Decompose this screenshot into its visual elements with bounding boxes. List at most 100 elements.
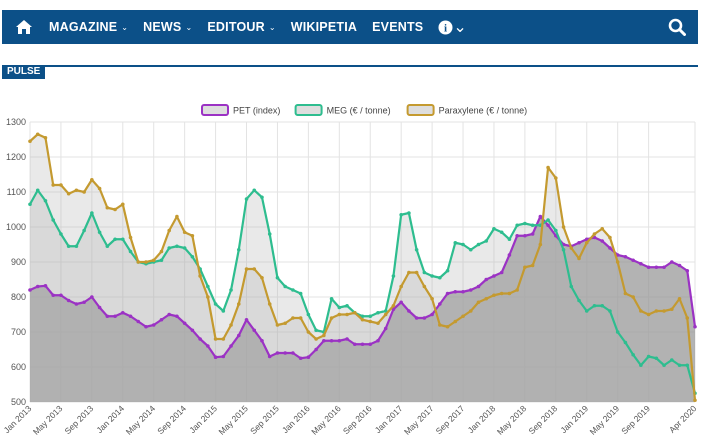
data-point	[577, 240, 581, 245]
data-point	[90, 177, 94, 182]
x-tick-label: Sep 2014	[155, 403, 188, 436]
data-point	[43, 135, 48, 140]
data-point	[105, 314, 110, 319]
y-tick-label: 1300	[6, 117, 26, 127]
data-point	[113, 207, 117, 212]
data-point	[298, 291, 303, 296]
data-point	[322, 338, 326, 343]
data-point	[608, 246, 612, 250]
x-tick-label: Jan 2016	[280, 403, 312, 435]
data-point	[407, 270, 411, 275]
data-point	[492, 293, 496, 298]
data-point	[468, 288, 473, 292]
data-point	[391, 303, 396, 308]
data-point	[639, 363, 643, 368]
y-tick-label: 1000	[6, 222, 26, 232]
data-point	[615, 260, 620, 264]
data-point	[298, 316, 303, 320]
data-point	[383, 326, 388, 331]
data-point	[175, 214, 179, 219]
data-point	[175, 314, 179, 319]
data-point	[43, 198, 48, 203]
data-point	[438, 275, 442, 280]
data-point	[693, 324, 697, 329]
data-point	[592, 232, 597, 236]
section-tab-pulse[interactable]: PULSE	[2, 65, 46, 79]
data-point	[492, 274, 496, 278]
data-point	[670, 307, 674, 312]
search-button[interactable]	[668, 18, 686, 36]
data-point	[414, 270, 419, 275]
nav-label-events: EVENTS	[372, 20, 424, 34]
data-point	[213, 302, 218, 306]
data-point	[221, 354, 226, 359]
data-point	[236, 302, 241, 306]
data-point	[82, 190, 86, 194]
x-tick-label: Jan 2017	[373, 403, 405, 435]
data-point	[546, 223, 550, 228]
data-point	[507, 253, 512, 257]
data-point	[368, 314, 373, 319]
nav-item-news[interactable]: NEWS ⌄	[143, 20, 192, 34]
data-point	[291, 351, 295, 355]
data-point	[631, 352, 635, 357]
data-point	[561, 225, 566, 229]
data-point	[360, 317, 365, 322]
data-point	[144, 260, 148, 264]
data-point	[190, 233, 195, 238]
data-point	[368, 342, 373, 347]
data-point	[206, 344, 210, 348]
data-point	[120, 237, 125, 242]
data-point	[190, 328, 195, 333]
data-point	[120, 310, 125, 315]
data-point	[113, 237, 117, 242]
data-point	[461, 242, 465, 247]
data-point	[623, 340, 628, 345]
data-point	[538, 214, 543, 219]
data-point	[206, 284, 210, 289]
data-point	[654, 309, 659, 313]
data-point	[267, 232, 272, 236]
data-point	[128, 235, 133, 240]
data-point	[438, 323, 442, 327]
nav-item-editour[interactable]: EDITOUR ⌄	[207, 20, 275, 34]
data-point	[322, 333, 326, 338]
x-tick-label: Jan 2019	[558, 403, 590, 435]
data-point	[159, 317, 164, 322]
nav-item-magazine[interactable]: MAGAZINE ⌄	[49, 20, 128, 34]
data-point	[584, 309, 589, 313]
data-point	[136, 260, 141, 264]
data-point	[685, 316, 690, 320]
data-point	[391, 274, 396, 278]
data-point	[144, 324, 148, 329]
data-point	[430, 312, 434, 317]
data-point	[291, 316, 295, 320]
x-tick-label: Jan 2014	[94, 403, 126, 435]
data-point	[538, 242, 543, 247]
home-link[interactable]	[14, 10, 34, 44]
data-point	[329, 316, 334, 320]
data-point	[368, 319, 373, 324]
data-point	[90, 295, 94, 299]
y-tick-label: 1200	[6, 152, 26, 162]
y-tick-label: 1100	[7, 187, 26, 197]
data-point	[631, 295, 635, 299]
data-point	[283, 351, 287, 355]
data-point	[523, 221, 527, 226]
nav-item-events[interactable]: EVENTS	[372, 20, 423, 34]
data-point	[90, 211, 94, 215]
data-point	[646, 265, 651, 270]
data-point	[59, 232, 63, 236]
data-point	[438, 302, 442, 306]
x-tick-label: May 2013	[31, 403, 65, 437]
data-point	[670, 358, 674, 362]
data-point	[399, 284, 403, 289]
data-point	[608, 235, 612, 240]
nav-item-wikipetia[interactable]: WIKIPETIA	[291, 20, 357, 34]
nav-info-menu[interactable]: i ⌄	[438, 17, 467, 37]
data-point	[229, 288, 233, 292]
data-point	[275, 275, 280, 280]
data-point	[267, 354, 272, 359]
data-point	[151, 323, 156, 327]
legend-label: MEG (€ / tonne)	[327, 106, 391, 116]
